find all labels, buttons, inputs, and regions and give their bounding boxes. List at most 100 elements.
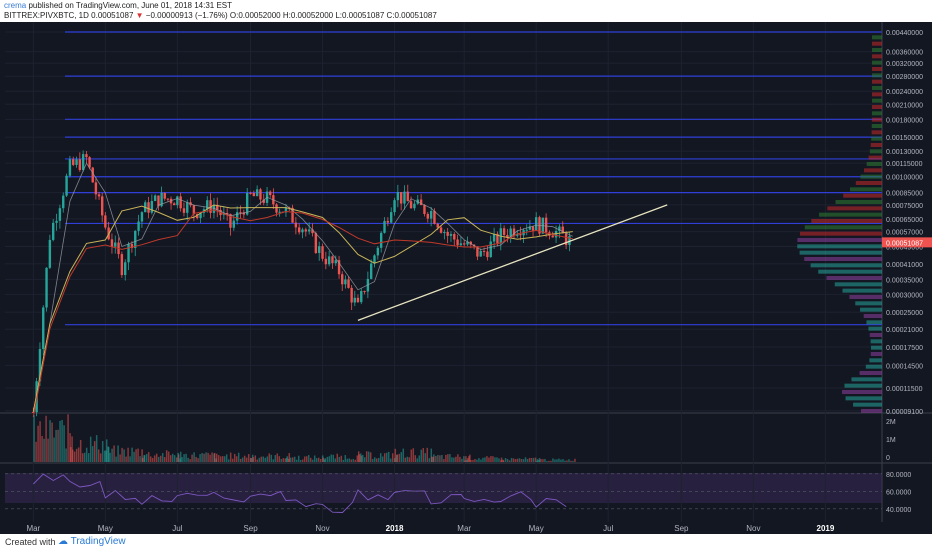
candle-body	[314, 233, 318, 253]
volume-tick-label: 2M	[886, 419, 896, 426]
candle-body	[519, 234, 522, 236]
volume-bar	[375, 458, 378, 462]
x-tick-label: May	[98, 524, 113, 533]
volume-bar	[357, 451, 360, 462]
volume-bar	[453, 457, 455, 462]
candle-body	[360, 291, 363, 303]
volume-bar	[69, 447, 72, 462]
candle-body	[544, 217, 548, 233]
y-tick-label: 0.00049000	[886, 244, 923, 251]
candle-body	[324, 258, 328, 265]
candle-body	[311, 229, 314, 234]
volume-bar	[268, 453, 271, 462]
volume-bar	[326, 456, 329, 462]
volume-bar	[101, 441, 104, 462]
volume-profile-bar	[799, 231, 882, 236]
volume-bar	[107, 446, 109, 462]
candle-body	[453, 234, 456, 240]
volume-bar	[183, 454, 185, 462]
volume-bar	[463, 456, 465, 462]
volume-bar	[199, 454, 201, 462]
volume-bar	[566, 460, 568, 462]
candle-body	[153, 195, 157, 201]
candle-body	[376, 247, 380, 256]
volume-bar	[97, 449, 100, 462]
volume-bar	[422, 448, 425, 462]
candle-body	[291, 207, 294, 223]
volume-bar	[33, 415, 35, 462]
volume-profile-bar	[868, 326, 882, 331]
candle-body	[344, 279, 347, 285]
volume-bar	[289, 457, 292, 462]
y-tick-label: 0.00180000	[886, 117, 923, 124]
candle-body	[459, 243, 463, 246]
volume-bar	[472, 459, 474, 462]
y-tick-label: 0.00210000	[886, 102, 923, 109]
volume-profile-bar	[797, 244, 882, 249]
volume-bar	[165, 450, 168, 462]
volume-profile-bar	[811, 219, 882, 223]
volume-bar	[235, 456, 238, 462]
volume-profile-bar	[861, 409, 882, 413]
candle-body	[301, 229, 304, 233]
volume-bar	[137, 448, 139, 462]
volume-profile-bar	[871, 54, 882, 59]
volume-bar	[518, 458, 521, 462]
volume-bar	[111, 448, 113, 462]
volume-bar	[387, 451, 390, 462]
volume-profile-bar	[850, 187, 882, 192]
candle-body	[462, 243, 466, 245]
candle-body	[196, 214, 199, 219]
candle-body	[337, 260, 341, 275]
volume-bar	[412, 448, 415, 462]
rsi-band	[5, 473, 882, 503]
volume-bar	[109, 452, 111, 462]
volume-bar	[258, 457, 261, 462]
chart-canvas[interactable]: Mar May Jul Sep Nov 2018 Mar May Jul Sep Nov 2019 0.…	[0, 22, 932, 534]
author-link[interactable]: crema	[4, 1, 27, 10]
down-arrow-icon: ▼	[135, 11, 144, 20]
volume-bar	[420, 449, 423, 462]
price-change: −0.00000913 (−1.76%)	[145, 11, 228, 20]
volume-bar	[373, 457, 376, 462]
y-tick-label: 0.00075000	[886, 203, 923, 210]
volume-bar	[189, 459, 191, 462]
volume-bar	[151, 457, 154, 462]
candle-body	[42, 307, 45, 349]
volume-bar	[324, 458, 327, 462]
volume-bar	[441, 455, 443, 462]
y-tick-label: 0.00360000	[886, 50, 923, 57]
volume-bar	[346, 458, 349, 462]
candle-body	[347, 279, 350, 288]
volume-bar	[243, 455, 246, 462]
volume-bar	[291, 457, 294, 462]
footer: Created with ☁ TradingView	[0, 534, 932, 550]
volume-profile-bar	[871, 117, 882, 122]
tradingview-logo[interactable]: ☁ TradingView	[58, 536, 126, 547]
volume-bar	[330, 454, 333, 462]
volume-bar	[526, 459, 529, 462]
candle-body	[554, 230, 558, 238]
chart-area[interactable]: Mar May Jul Sep Nov 2018 Mar May Jul Sep Nov 2019 0.…	[0, 22, 932, 534]
volume-bar	[478, 458, 480, 462]
y-tick-label: 0.00030000	[886, 292, 923, 299]
candle-body	[166, 198, 170, 200]
volume-bar	[157, 456, 160, 462]
chart-header: crema published on TradingView.com, June…	[0, 0, 932, 22]
candle-body	[443, 231, 446, 233]
x-tick-label: 2019	[817, 524, 835, 533]
volume-bar	[41, 436, 43, 462]
candle-body	[393, 200, 396, 213]
x-tick-label: 2018	[386, 524, 404, 533]
volume-bar	[47, 438, 49, 462]
volume-bar	[494, 457, 496, 462]
volume-bar	[129, 456, 131, 462]
volume-bar	[185, 453, 187, 462]
candle-body	[130, 243, 134, 249]
volume-bar	[554, 459, 556, 462]
volume-bar	[350, 459, 353, 462]
volume-bar	[435, 455, 437, 462]
x-tick-label: Sep	[243, 524, 258, 533]
candle-body	[294, 222, 298, 228]
volume-profile-bar	[797, 238, 882, 242]
